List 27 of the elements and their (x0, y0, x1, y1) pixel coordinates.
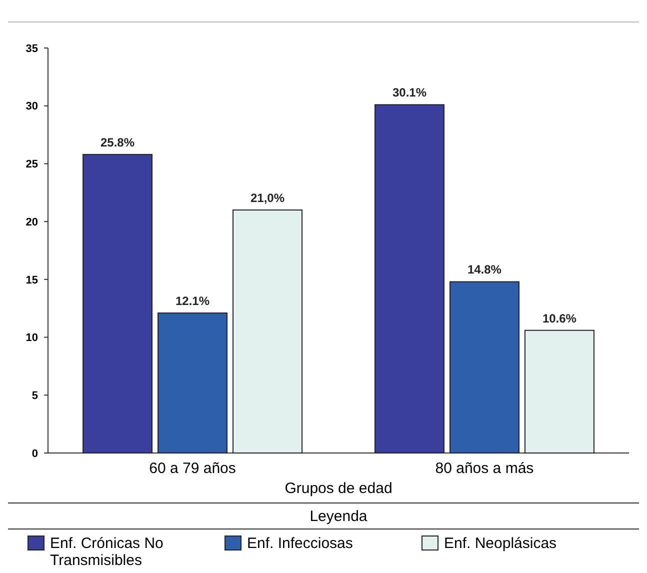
legend-label: Enf. Crónicas No Transmisibles (50, 535, 164, 569)
y-tick-label: 15 (26, 274, 38, 286)
bar (449, 281, 520, 454)
data-label: 14.8% (467, 262, 502, 277)
bar (158, 312, 228, 454)
x-axis-title: Grupos de edad (284, 480, 392, 497)
data-label: 30.1% (392, 86, 427, 100)
legend-label: Enf. Infecciosas (247, 535, 353, 552)
y-tick-label: 30 (26, 100, 38, 113)
x-tick-label: 60 a 79 años (149, 460, 236, 477)
bar (82, 154, 153, 454)
y-tick-label: 35 (26, 42, 38, 55)
data-label: 25.8% (100, 135, 135, 150)
x-tick-label: 80 años a más (435, 460, 534, 477)
y-tick-label: 25 (26, 158, 38, 171)
legend-title: Leyenda (310, 508, 368, 525)
legend-label: Enf. Neoplásicas (444, 535, 557, 552)
y-tick-label: 20 (26, 216, 38, 228)
y-tick-label: 0 (32, 448, 38, 460)
y-tick-label: 10 (26, 332, 38, 344)
bar (232, 210, 303, 454)
bar (374, 104, 444, 454)
data-label: 12.1% (176, 294, 210, 308)
data-label: 10.6% (542, 311, 577, 326)
y-tick-label: 5 (32, 390, 38, 402)
data-label: 21,0% (250, 191, 285, 205)
bar (524, 330, 594, 454)
